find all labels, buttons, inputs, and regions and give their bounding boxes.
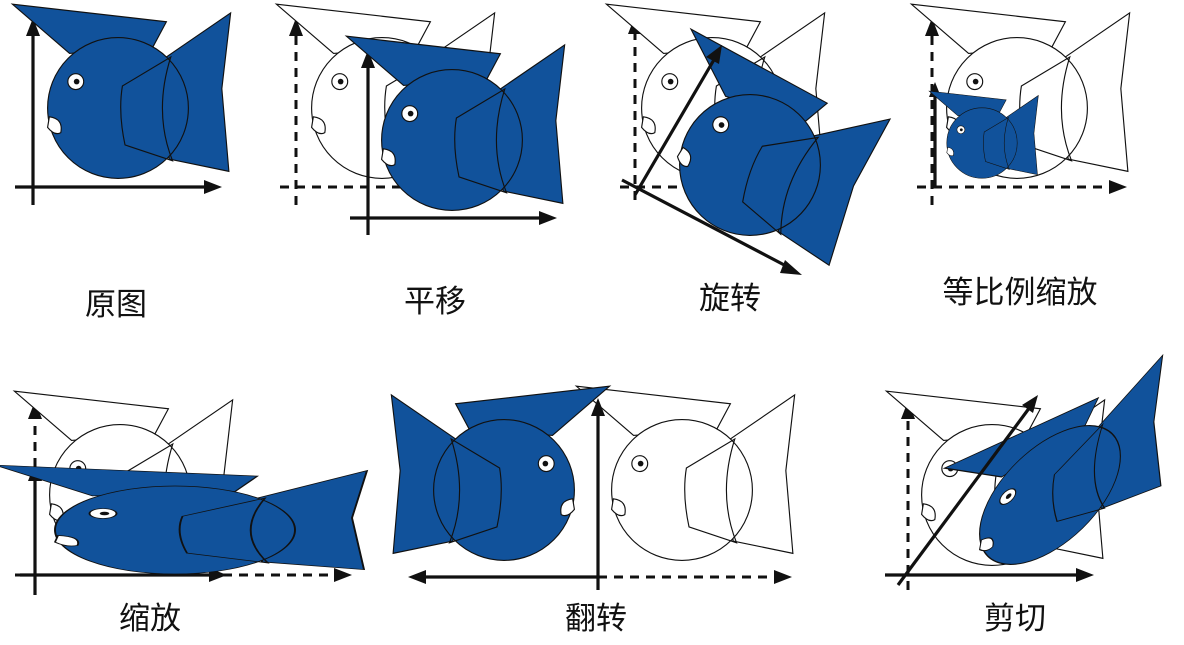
panel-translate [275,3,566,235]
ghost-axes [598,570,792,584]
panel-shear [885,347,1164,612]
caption-uniform-scale: 等比例缩放 [942,275,1098,311]
panel-original [11,3,232,205]
axes [350,50,557,235]
fish-figure [391,386,609,560]
ghost-axes [917,18,1127,205]
axes [408,398,605,590]
fish-figure [11,3,232,179]
panel-scale [0,390,368,595]
panel-flip [400,385,796,590]
caption-shear: 剪切 [984,601,1046,637]
caption-original: 原图 [85,287,147,323]
axes [621,45,802,275]
caption-translate: 平移 [404,284,466,320]
caption-rotate: 旋转 [699,281,761,317]
ghost-fish [575,385,796,561]
axes [885,395,1094,586]
panel-uniform-scale [910,3,1131,205]
axes [15,18,222,205]
panel-rotate [605,3,894,275]
caption-scale: 缩放 [119,601,181,637]
caption-flip: 翻转 [565,601,627,637]
